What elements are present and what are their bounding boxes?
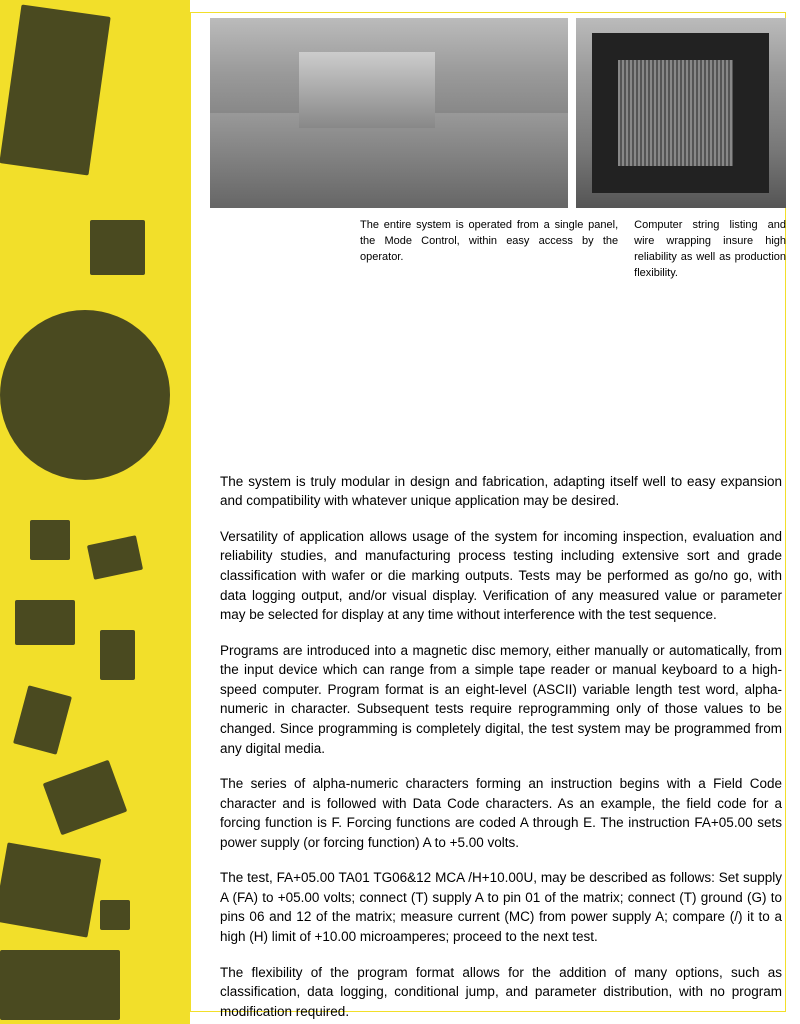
caption-row: The entire system is operated from a sin… [210, 218, 786, 282]
paragraph: The series of alpha-numeric characters f… [220, 774, 782, 852]
body-text: The system is truly modular in design an… [210, 472, 786, 1022]
paragraph: Programs are introduced into a magnetic … [220, 641, 782, 758]
paragraph: The flexibility of the program format al… [220, 963, 782, 1022]
paragraph: The system is truly modular in design an… [220, 472, 782, 511]
paragraph: Versatility of application allows usage … [220, 527, 782, 625]
caption-right: Computer string listing and wire wrappin… [634, 218, 786, 282]
sidebar-illustration [0, 0, 190, 1024]
paragraph: The test, FA+05.00 TA01 TG06&12 MCA /H+1… [220, 868, 782, 946]
main-content: The entire system is operated from a sin… [190, 0, 800, 1024]
photo-wire-wrapping [576, 18, 786, 208]
photo-mode-control [210, 18, 568, 208]
photo-row [210, 12, 786, 208]
caption-left: The entire system is operated from a sin… [210, 218, 618, 282]
